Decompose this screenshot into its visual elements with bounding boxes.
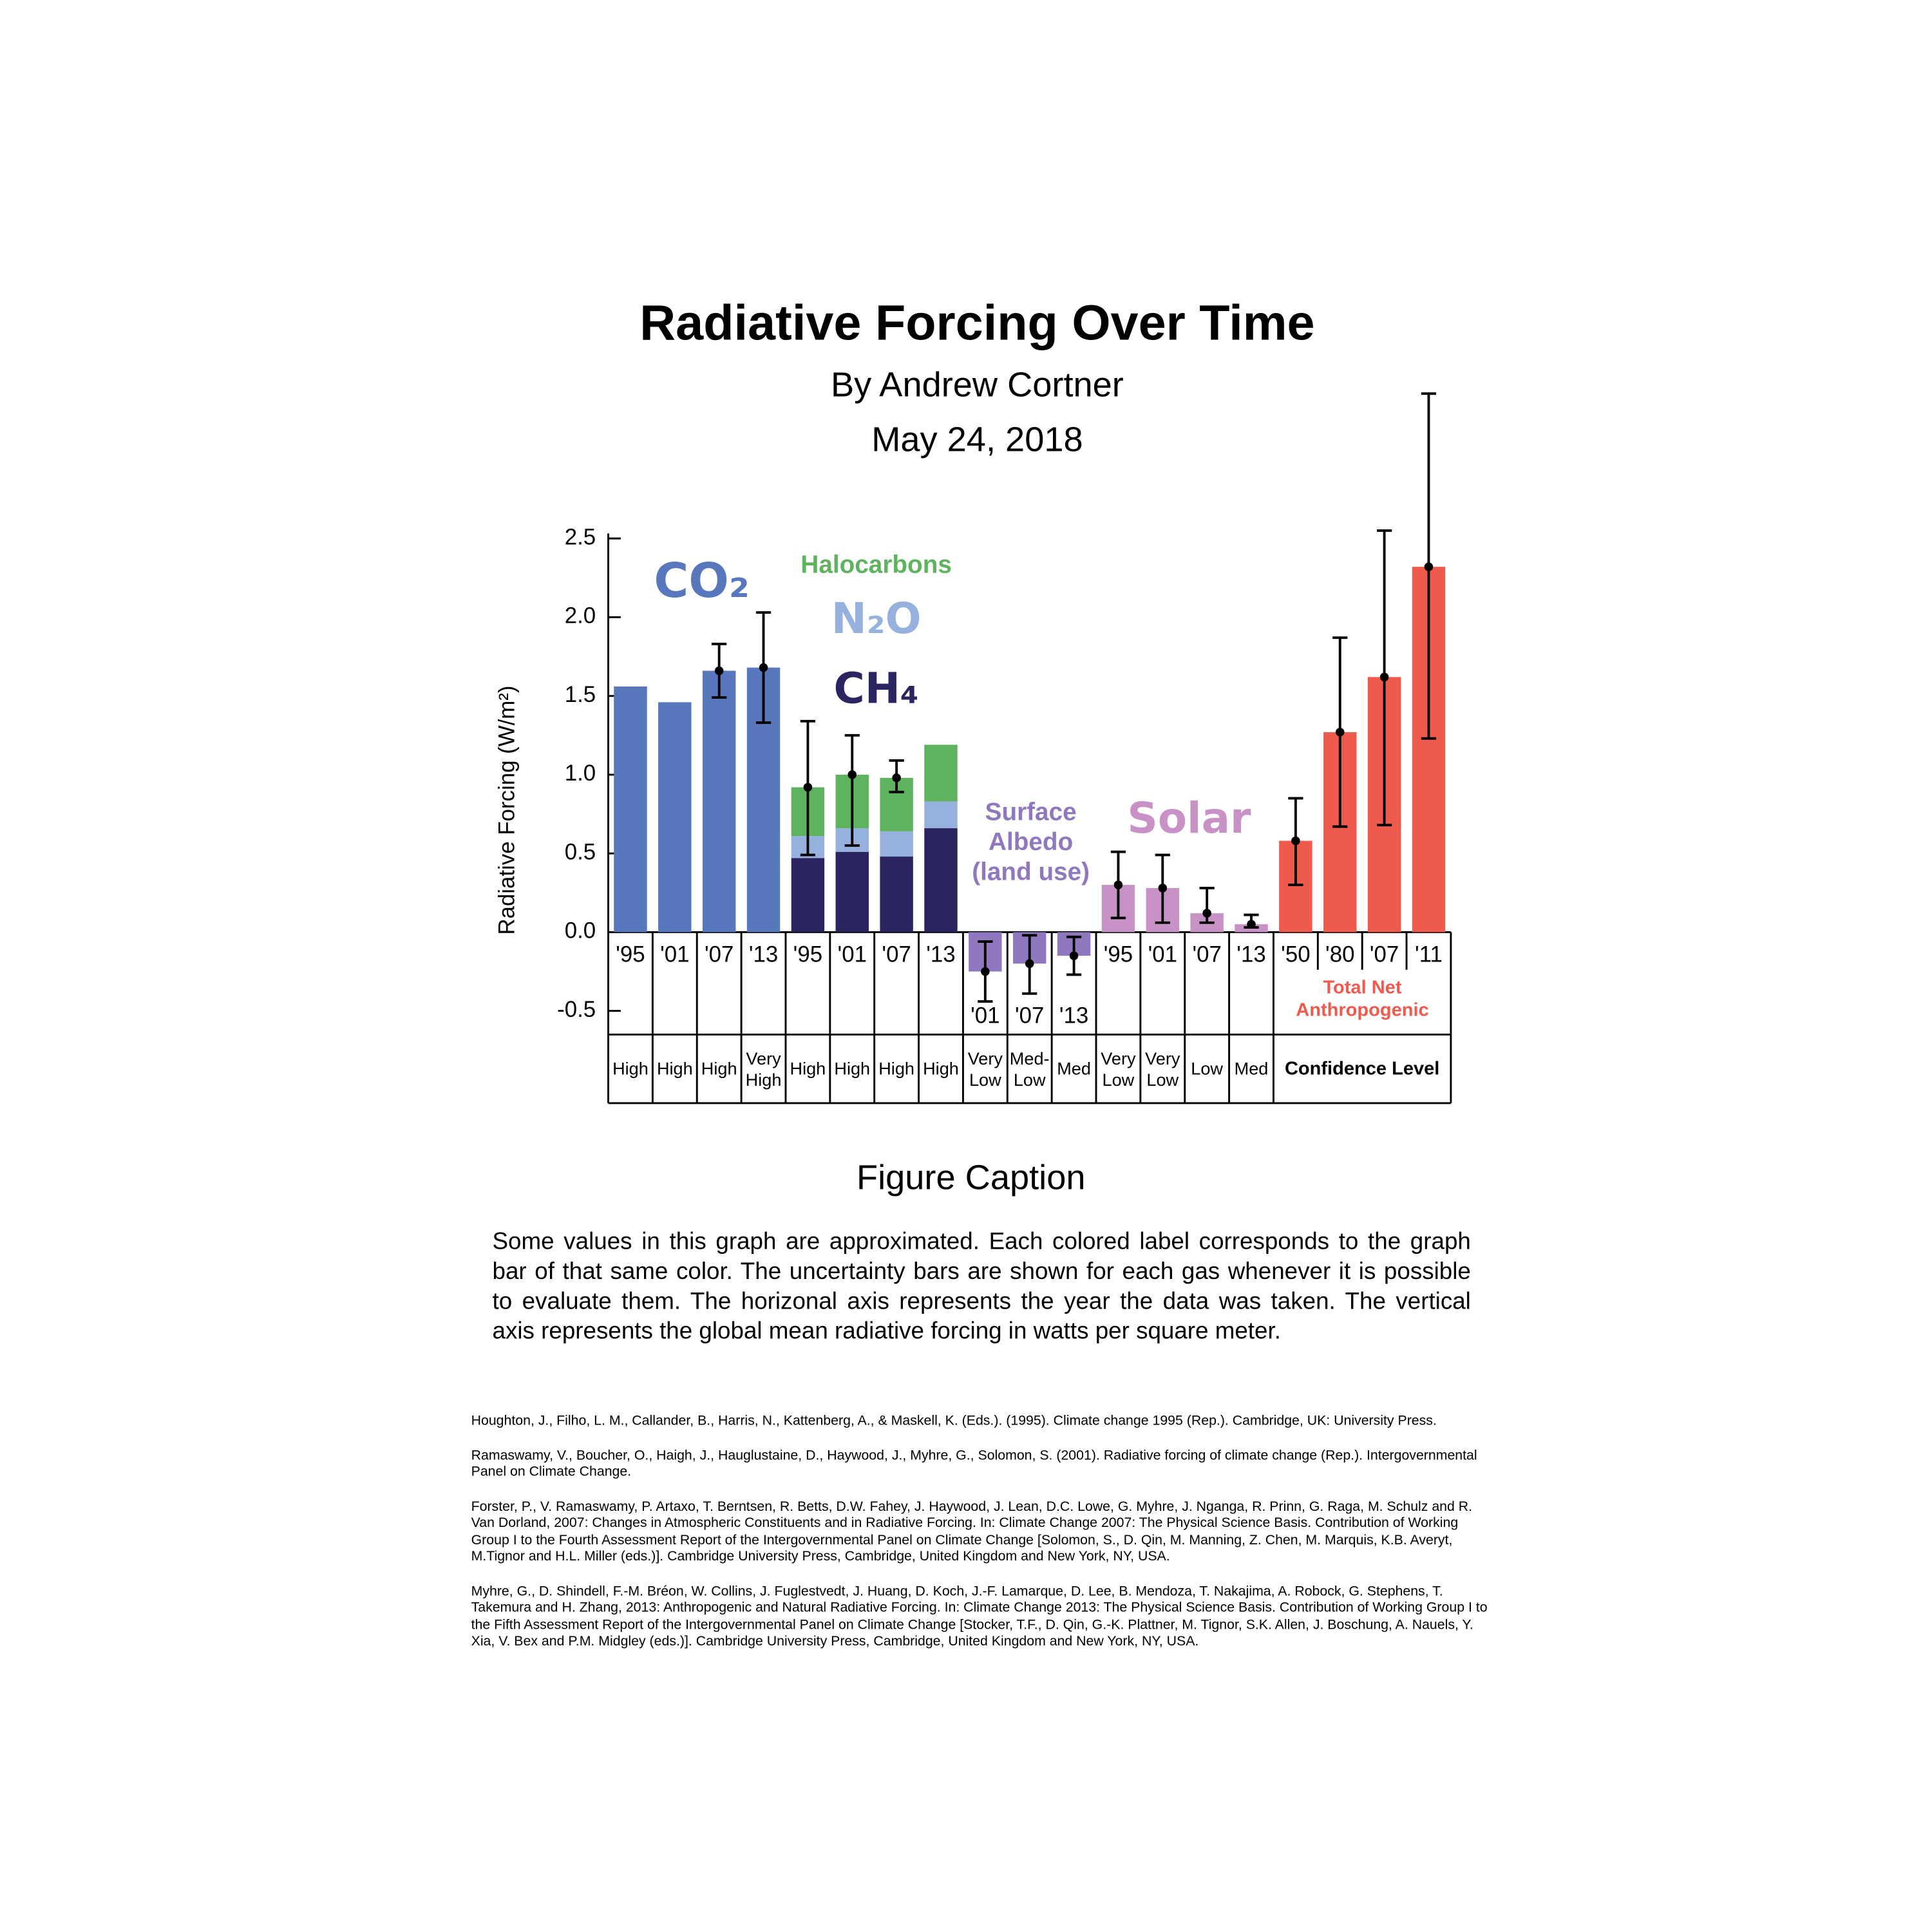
confidence-level: Med (1234, 1058, 1269, 1079)
references: Houghton, J., Filho, L. M., Callander, B… (471, 1414, 1496, 1669)
confidence-level: Very Low (1145, 1047, 1180, 1089)
confidence-level: Low (1191, 1058, 1223, 1079)
error-point (1424, 562, 1434, 571)
x-tick-label: '13 (926, 942, 955, 967)
caption-text: Some values in this graph are approximat… (492, 1229, 1471, 1345)
series-label: Surface Albedo (land use) (972, 799, 1090, 887)
y-axis-label: Radiative Forcing (W/m²) (494, 685, 520, 935)
x-tick-label: '07 (1192, 942, 1221, 967)
series-label: Solar (1127, 793, 1251, 844)
series-label: Halocarbons (800, 551, 952, 580)
series-label: CO₂ (654, 553, 750, 609)
y-tick-label: 1.5 (565, 682, 596, 707)
bar (791, 858, 825, 933)
x-tick-label: '13 (1236, 942, 1265, 967)
bar (880, 831, 913, 857)
error-point (803, 782, 813, 792)
x-tick-label: '80 (1325, 942, 1354, 967)
y-tick-label: 1.0 (565, 761, 596, 786)
series-label: Total Net Anthropogenic (1296, 977, 1429, 1021)
reference: Myhre, G., D. Shindell, F.-M. Bréon, W. … (471, 1584, 1488, 1649)
error-point (1291, 836, 1300, 846)
confidence-level: High (878, 1058, 914, 1079)
x-tick-label: '95 (616, 942, 645, 967)
confidence-level: Very High (745, 1047, 782, 1089)
bar (880, 857, 913, 933)
y-tick-label: 2.0 (565, 603, 596, 629)
x-tick-label: '07 (882, 942, 911, 967)
confidence-label: Confidence Level (1284, 1058, 1440, 1080)
bar (924, 801, 958, 829)
x-tick-label: '50 (1281, 942, 1310, 967)
error-point (759, 663, 768, 672)
caption-title: Figure Caption (857, 1158, 1086, 1197)
reference: Houghton, J., Filho, L. M., Callander, B… (471, 1413, 1437, 1429)
y-tick-label: 0.0 (565, 918, 596, 943)
bar (924, 744, 958, 802)
date: May 24, 2018 (871, 420, 1083, 459)
error-point (1247, 920, 1256, 929)
error-point (1113, 880, 1123, 889)
confidence-level: High (656, 1058, 693, 1079)
reference: Ramaswamy, V., Boucher, O., Haigh, J., H… (471, 1448, 1477, 1480)
bar (835, 851, 869, 933)
x-tick-label: '01 (971, 1003, 999, 1028)
reference: Forster, P., V. Ramaswamy, P. Artaxo, T.… (471, 1499, 1473, 1565)
series-label: CH₄ (833, 664, 919, 715)
bar (924, 828, 958, 933)
error-point (981, 967, 990, 976)
bar (658, 702, 692, 933)
y-tick-label: 0.5 (565, 839, 596, 864)
confidence-level: Very Low (967, 1047, 1003, 1089)
subtitle: By Andrew Cortner (831, 365, 1124, 404)
error-point (1335, 728, 1345, 737)
confidence-level: High (923, 1058, 959, 1079)
error-point (1202, 909, 1211, 918)
y-tick-label: 2.5 (565, 524, 596, 549)
error-point (1025, 959, 1034, 969)
error-point (1069, 951, 1079, 960)
confidence-level: High (701, 1058, 737, 1079)
error-point (714, 666, 724, 676)
x-tick-label: '11 (1415, 942, 1443, 967)
x-tick-label: '07 (705, 942, 734, 967)
error-point (892, 773, 901, 782)
error-point (848, 770, 857, 779)
x-tick-label: '07 (1370, 942, 1399, 967)
chart-title: Radiative Forcing Over Time (639, 296, 1315, 351)
x-tick-label: '13 (1059, 1003, 1088, 1028)
x-tick-label: '01 (1148, 942, 1177, 967)
confidence-level: High (790, 1058, 826, 1079)
confidence-level: Med (1057, 1058, 1091, 1079)
x-tick-label: '13 (749, 942, 778, 967)
y-tick-label: -0.5 (557, 997, 596, 1022)
error-point (1379, 672, 1389, 682)
error-point (1158, 884, 1168, 893)
bar (702, 670, 736, 933)
x-tick-label: '01 (838, 942, 867, 967)
x-tick-label: '95 (1104, 942, 1133, 967)
bar (614, 686, 647, 933)
x-tick-label: '95 (793, 942, 822, 967)
confidence-level: Very Low (1101, 1047, 1136, 1089)
confidence-level: High (612, 1058, 649, 1079)
x-tick-label: '01 (660, 942, 689, 967)
confidence-level: Med-Low (1009, 1047, 1050, 1089)
series-label: N₂O (831, 594, 922, 645)
confidence-level: High (834, 1058, 871, 1079)
x-tick-label: '07 (1015, 1003, 1044, 1028)
